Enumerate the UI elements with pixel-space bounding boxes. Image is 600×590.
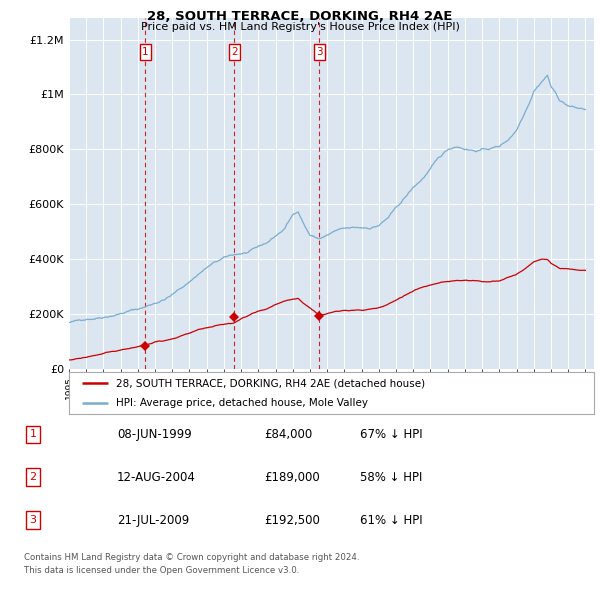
Text: £84,000: £84,000 — [264, 428, 312, 441]
Text: £192,500: £192,500 — [264, 514, 320, 527]
Text: 2: 2 — [231, 47, 238, 57]
Text: Contains HM Land Registry data © Crown copyright and database right 2024.: Contains HM Land Registry data © Crown c… — [24, 553, 359, 562]
Text: Price paid vs. HM Land Registry's House Price Index (HPI): Price paid vs. HM Land Registry's House … — [140, 22, 460, 32]
Text: 08-JUN-1999: 08-JUN-1999 — [117, 428, 192, 441]
Text: This data is licensed under the Open Government Licence v3.0.: This data is licensed under the Open Gov… — [24, 566, 299, 575]
Text: 61% ↓ HPI: 61% ↓ HPI — [360, 514, 422, 527]
Text: 28, SOUTH TERRACE, DORKING, RH4 2AE (detached house): 28, SOUTH TERRACE, DORKING, RH4 2AE (det… — [116, 378, 425, 388]
Text: 21-JUL-2009: 21-JUL-2009 — [117, 514, 189, 527]
Text: 3: 3 — [29, 515, 37, 525]
Text: £189,000: £189,000 — [264, 471, 320, 484]
Text: 28, SOUTH TERRACE, DORKING, RH4 2AE: 28, SOUTH TERRACE, DORKING, RH4 2AE — [148, 10, 452, 23]
Text: 1: 1 — [142, 47, 149, 57]
Text: 3: 3 — [316, 47, 323, 57]
Text: 1: 1 — [29, 430, 37, 440]
Text: 2: 2 — [29, 473, 37, 482]
Text: HPI: Average price, detached house, Mole Valley: HPI: Average price, detached house, Mole… — [116, 398, 368, 408]
Text: 58% ↓ HPI: 58% ↓ HPI — [360, 471, 422, 484]
Text: 12-AUG-2004: 12-AUG-2004 — [117, 471, 196, 484]
Text: 67% ↓ HPI: 67% ↓ HPI — [360, 428, 422, 441]
